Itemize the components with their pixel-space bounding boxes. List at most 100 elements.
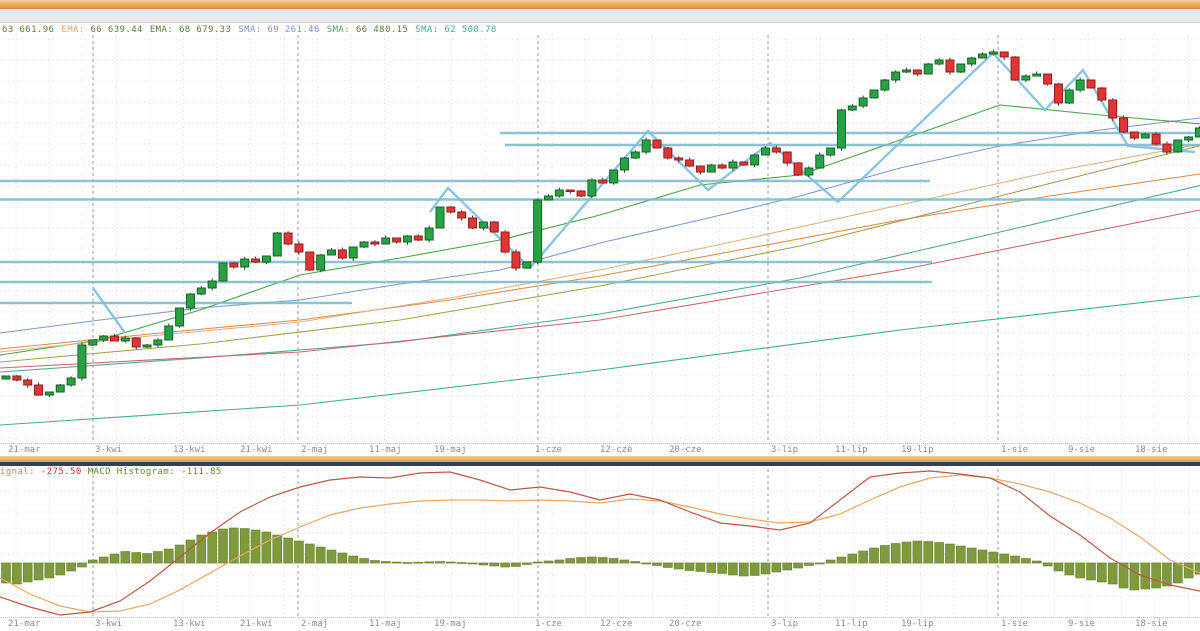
- macd-histogram-bar: [1130, 563, 1139, 590]
- candle-body: [273, 233, 281, 256]
- x-axis-label: 21-mar: [8, 445, 41, 455]
- x-axis-label: 18-sie: [1135, 445, 1168, 455]
- macd-histogram-bar: [555, 560, 564, 563]
- macd-histogram-bar: [338, 553, 347, 563]
- macd-histogram-bar: [153, 552, 162, 564]
- candle-body: [306, 252, 314, 270]
- candle-body: [599, 180, 607, 183]
- candle-body: [100, 336, 108, 340]
- moving-average-lines: [0, 105, 1200, 425]
- macd-legend-item: -275.50: [41, 467, 82, 477]
- macd-histogram-bar: [1087, 563, 1096, 580]
- x-axis-label: 3-kwi: [95, 445, 122, 455]
- macd-histogram-bar: [1097, 563, 1106, 582]
- macd-histogram-bar: [381, 562, 390, 564]
- macd-histogram-bar: [67, 563, 76, 571]
- x-axis-label: 3-kwi: [95, 619, 122, 629]
- support-resistance-lines[interactable]: [0, 133, 1200, 303]
- candle-body: [13, 376, 21, 380]
- candle-body: [89, 340, 97, 345]
- macd-histogram-bar: [1076, 563, 1085, 578]
- x-axis-label: 11-maj: [369, 445, 402, 455]
- candle-body: [577, 191, 585, 196]
- macd-histogram-bar: [577, 558, 586, 564]
- macd-histogram-bar: [1119, 563, 1128, 588]
- candle-body: [859, 98, 867, 106]
- macd-histogram-bar: [728, 563, 737, 575]
- x-axis-label: 2-maj: [301, 445, 328, 455]
- candle-body: [642, 140, 650, 152]
- candle-body: [751, 155, 759, 165]
- candle-body: [707, 165, 715, 172]
- candle-body: [534, 200, 542, 262]
- candle-body: [262, 256, 270, 262]
- candle-body: [1098, 88, 1106, 100]
- macd-histogram-bar: [403, 563, 412, 564]
- candle-body: [794, 163, 802, 175]
- macd-histogram-bar: [783, 563, 792, 570]
- x-axis-label: 21-mar: [8, 619, 41, 629]
- candle-body: [501, 232, 509, 252]
- candle-body: [1141, 134, 1149, 138]
- candle-body: [111, 336, 119, 341]
- x-axis-label: 9-sie: [1068, 619, 1095, 629]
- macd-histogram-bar: [34, 563, 43, 580]
- macd-histogram-bar: [609, 559, 618, 564]
- candle-body: [371, 242, 379, 244]
- candle-body: [566, 190, 574, 192]
- macd-histogram-bar: [631, 562, 640, 564]
- macd-histogram-bar: [598, 558, 607, 564]
- macd-histogram-bar: [262, 532, 271, 563]
- macd-histogram[interactable]: [2, 528, 1200, 590]
- macd-histogram-bar: [913, 541, 922, 563]
- macd-histogram-bar: [1043, 563, 1052, 566]
- candle-body: [620, 158, 628, 170]
- x-axis-label: 13-kwi: [173, 445, 206, 455]
- macd-histogram-bar: [804, 563, 813, 566]
- candle-body: [1109, 100, 1117, 118]
- macd-histogram-bar: [1032, 561, 1041, 563]
- macd-histogram-bar: [587, 557, 596, 563]
- macd-histogram-bar: [1184, 563, 1193, 578]
- x-axis-label: 19-lip: [901, 445, 934, 455]
- macd-histogram-bar: [273, 535, 282, 563]
- macd-histogram-bar: [544, 561, 553, 563]
- candle-body: [989, 52, 997, 54]
- macd-histogram-bar: [468, 563, 477, 564]
- candle-body: [197, 288, 205, 294]
- candle-body: [827, 148, 835, 155]
- macd-histogram-bar: [77, 563, 86, 567]
- x-axis-label: 1-cze: [535, 619, 562, 629]
- macd-histogram-bar: [240, 529, 249, 564]
- ma-line-sma-red: [0, 210, 1200, 368]
- macd-histogram-bar: [511, 563, 520, 567]
- macd-histogram-bar: [327, 550, 336, 563]
- candle-body: [469, 218, 477, 228]
- candle-body: [696, 166, 704, 172]
- macd-histogram-bar: [978, 550, 987, 563]
- candle-body: [67, 378, 75, 385]
- macd-histogram-bar: [653, 563, 662, 566]
- macd-histogram-bar: [739, 563, 748, 576]
- x-axis-label: 12-cze: [600, 619, 633, 629]
- macd-histogram-bar: [56, 563, 65, 575]
- macd-histogram-bar: [12, 563, 21, 584]
- x-axis-label: 19-lip: [901, 619, 934, 629]
- candle-body: [479, 222, 487, 228]
- macd-histogram-bar: [1011, 556, 1020, 563]
- candle-body: [783, 152, 791, 163]
- macd-histogram-bar: [663, 563, 672, 568]
- candle-body: [523, 262, 531, 268]
- x-axis-label: 19-maj: [434, 619, 467, 629]
- macd-histogram-bar: [750, 563, 759, 576]
- candle-body: [772, 148, 780, 152]
- candle-body: [631, 152, 639, 158]
- x-axis-label: 20-cze: [669, 445, 702, 455]
- macd-legend-item: ignal:: [0, 467, 35, 477]
- candle-body: [490, 222, 498, 232]
- x-axis-label: 1-sie: [1001, 619, 1028, 629]
- candle-body: [718, 165, 726, 168]
- macd-histogram-bar: [566, 559, 575, 564]
